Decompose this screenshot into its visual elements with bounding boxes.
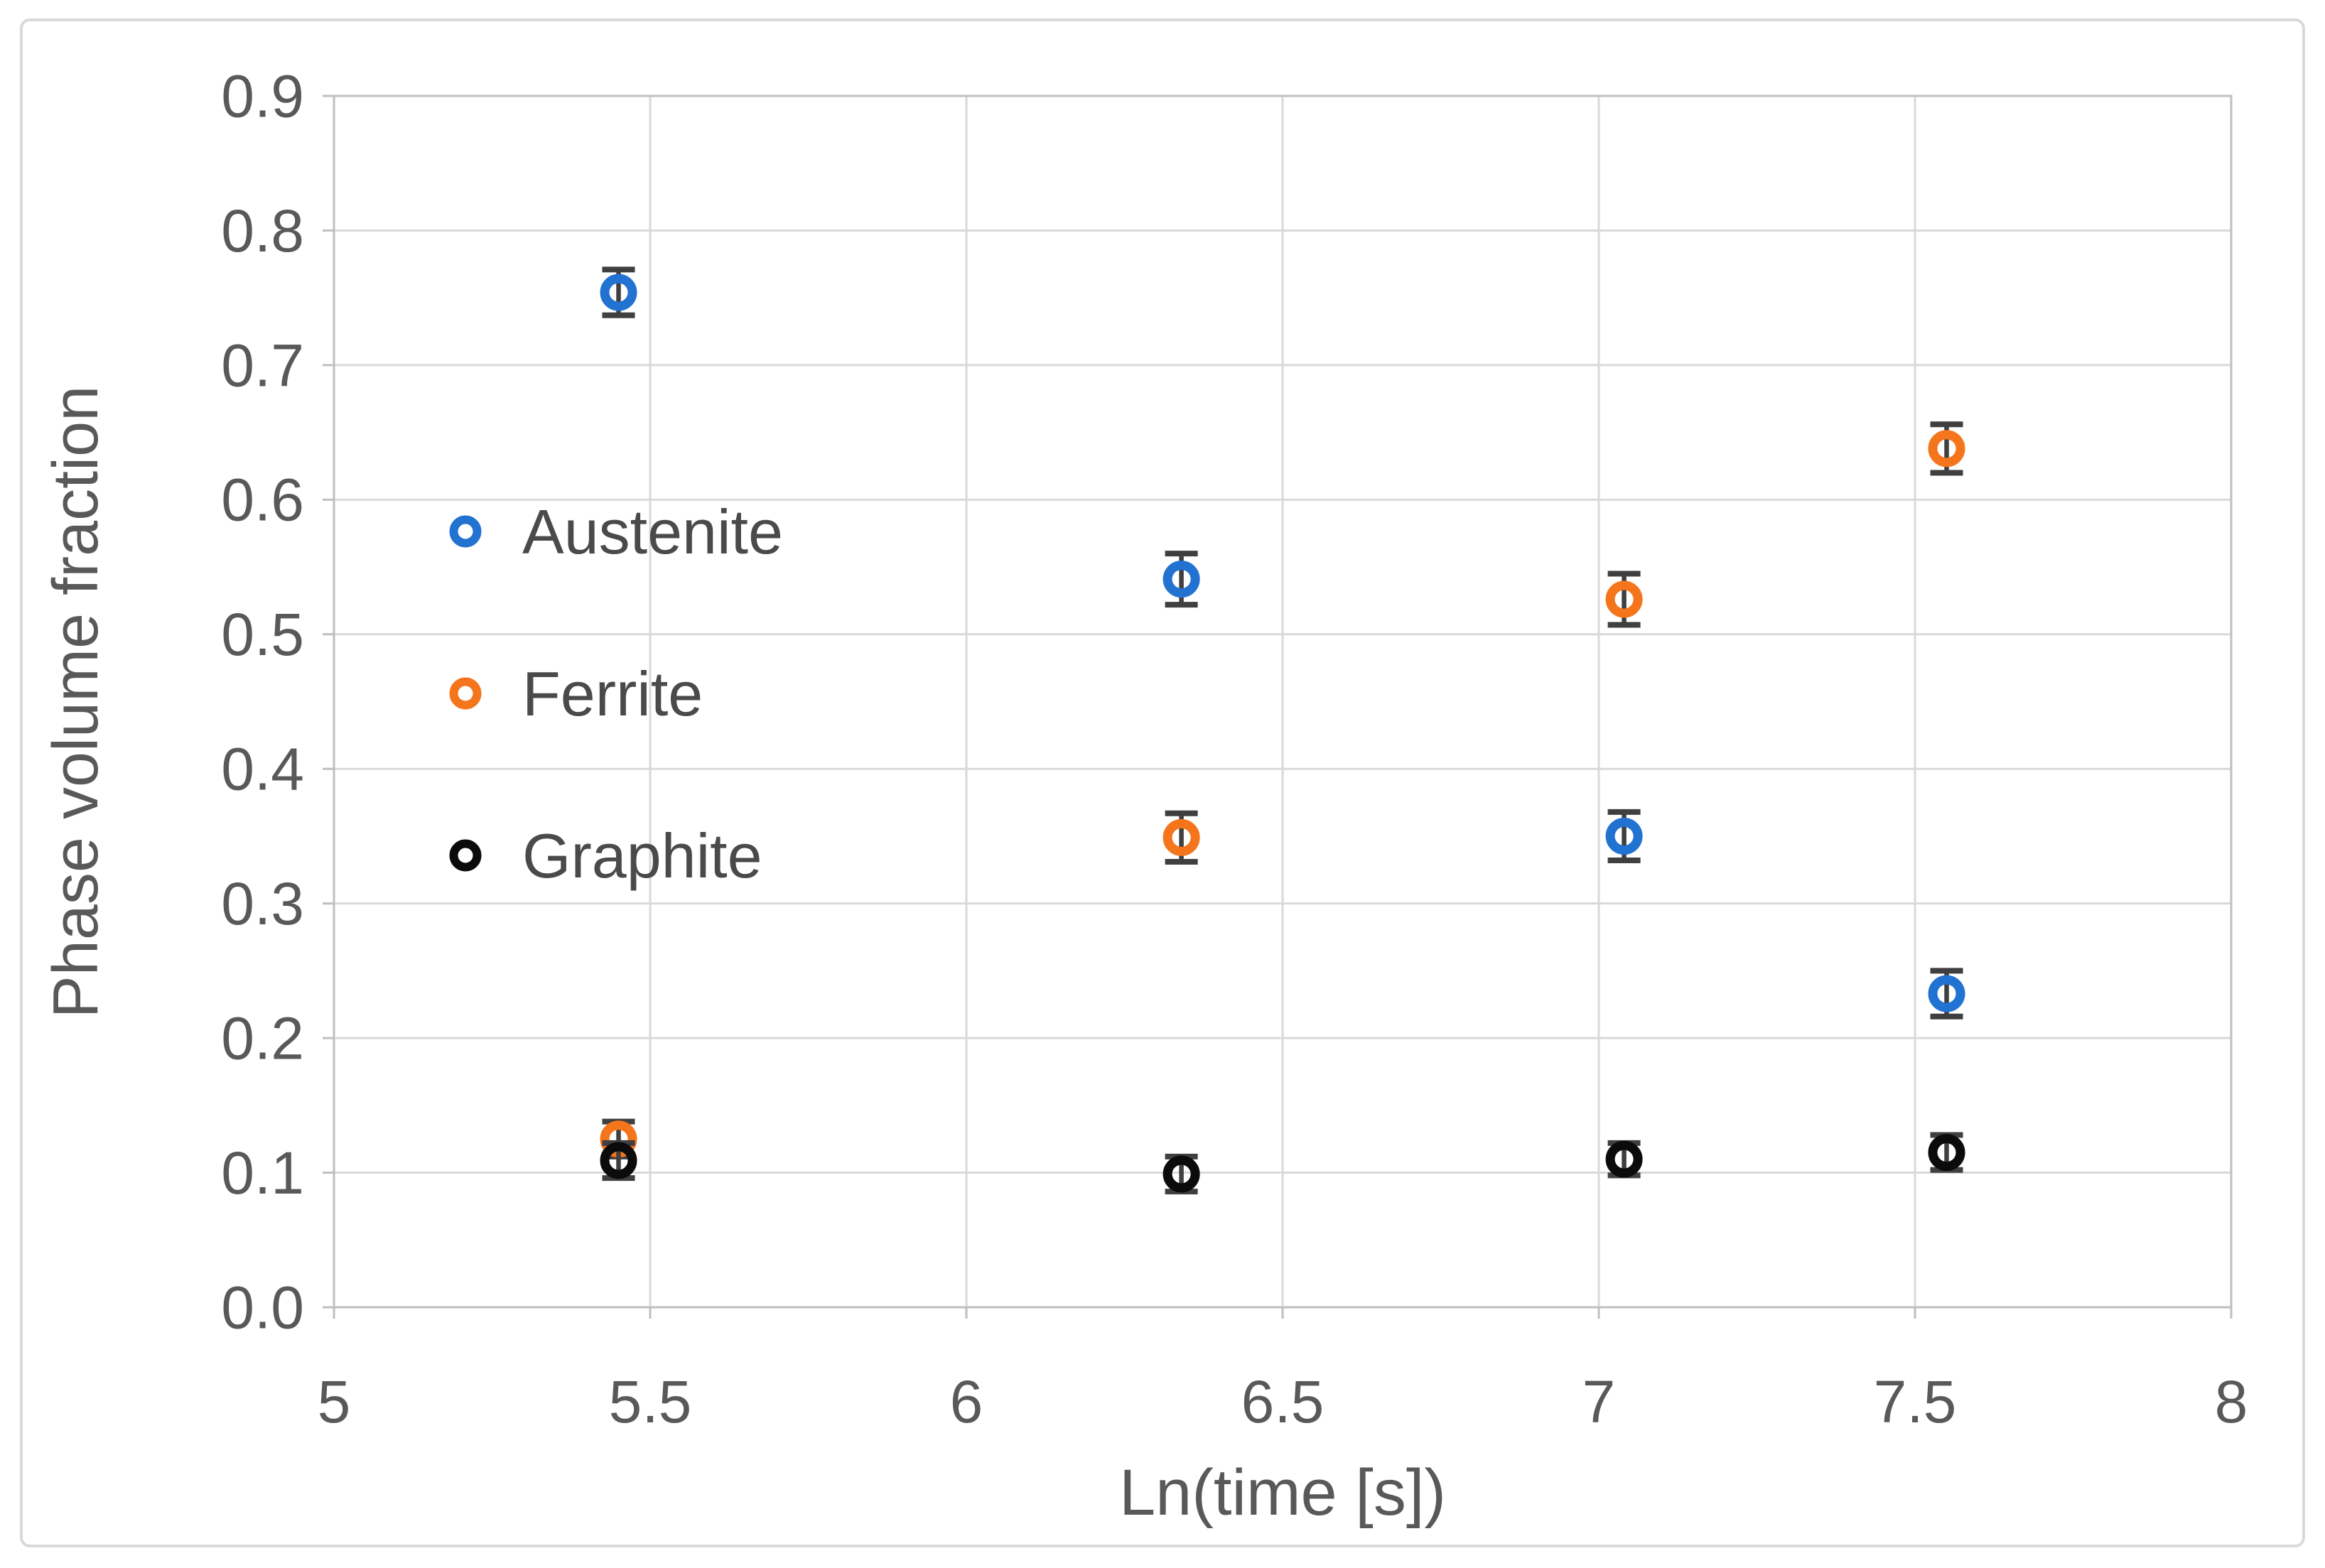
x-tick-label: 6 [950, 1368, 983, 1435]
x-tick-label: 5 [318, 1368, 351, 1435]
y-tick-label: 0.3 [221, 870, 304, 937]
x-tick-label: 5.5 [609, 1368, 692, 1435]
figure-border [20, 18, 2305, 1547]
axis-ticks: 5 5.5 6 6.5 7 7.5 8 0.0 0.1 0.2 0.3 0.4 0.5 0.6 0.7 0.8… [221, 63, 2248, 1435]
legend-label: Graphite [522, 821, 762, 891]
data-point [1605, 580, 1643, 618]
legend-marker-icon [449, 839, 482, 872]
y-tick-label: 0.2 [221, 1005, 304, 1072]
data-point [1162, 561, 1200, 598]
data-point [1928, 975, 1965, 1012]
series-graphite [600, 1132, 1965, 1195]
y-axis-title: Phase volume fraction [41, 386, 112, 1018]
x-tick-label: 8 [2215, 1368, 2248, 1435]
data-point [600, 274, 637, 311]
x-tick-label: 7 [1582, 1368, 1616, 1435]
x-tick-label: 6.5 [1241, 1368, 1325, 1435]
legend-marker-icon [449, 515, 482, 548]
y-tick-label: 0.7 [221, 332, 304, 399]
y-tick-label: 0.0 [221, 1274, 304, 1341]
data-point [600, 1142, 637, 1179]
data-point [1605, 817, 1643, 855]
y-tick-label: 0.4 [221, 736, 304, 803]
legend-marker-icon [449, 677, 482, 710]
y-tick-label: 0.6 [221, 467, 304, 534]
legend-item-ferrite: Ferrite [449, 659, 703, 729]
legend-item-austenite: Austenite [449, 497, 783, 567]
legend-label: Austenite [522, 497, 783, 567]
series-ferrite [600, 421, 1965, 1159]
legend-item-graphite: Graphite [449, 821, 762, 891]
data-point [1162, 818, 1200, 856]
y-tick-label: 0.8 [221, 198, 304, 264]
data-point [1928, 1134, 1965, 1172]
legend: Austenite Ferrite Graphite [449, 497, 783, 891]
data-point [1162, 1155, 1200, 1193]
y-tick-label: 0.9 [221, 63, 304, 129]
data-point [1605, 1140, 1643, 1178]
data-point [1928, 430, 1965, 467]
series-austenite [600, 266, 1965, 1020]
y-tick-label: 0.1 [221, 1140, 304, 1206]
y-tick-label: 0.5 [221, 601, 304, 668]
x-tick-label: 7.5 [1874, 1368, 1957, 1435]
legend-label: Ferrite [522, 659, 703, 729]
gridlines [334, 96, 2231, 1307]
plot-content: 5 5.5 6 6.5 7 7.5 8 0.0 0.1 0.2 0.3 0.4 0.5 0.6 0.7 0.8… [221, 63, 2248, 1435]
x-axis-title: Ln(time [s]) [1119, 1456, 1446, 1529]
